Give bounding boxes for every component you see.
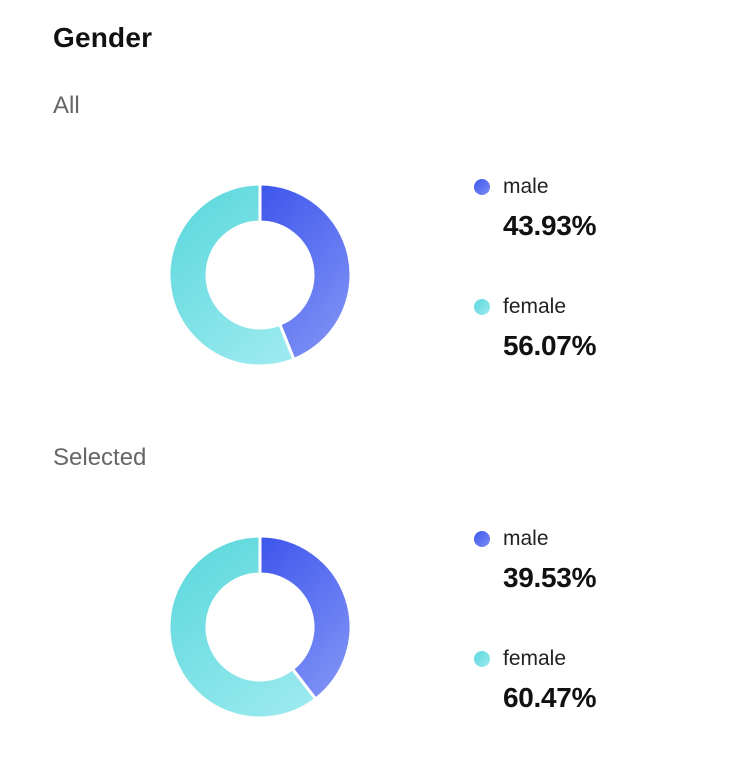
legend-item-female: female 60.47%: [474, 647, 596, 767]
legend-all: male 43.93% female 56.07%: [474, 175, 596, 415]
legend-label: female: [503, 295, 567, 318]
legend-selected: male 39.53% female 60.47%: [474, 527, 596, 767]
legend-label: male: [503, 175, 549, 198]
donut-chart-selected: [167, 534, 353, 720]
legend-value: 43.93%: [503, 210, 597, 241]
legend-label: male: [503, 527, 549, 550]
donut-slice-male: [258, 182, 353, 361]
teal-dot-icon: [474, 299, 490, 315]
legend-value: 56.07%: [503, 330, 597, 361]
donut-slice-male: [258, 534, 353, 701]
section-label-selected: Selected: [53, 444, 147, 471]
donut-slice-female: [167, 534, 318, 720]
section-label-all: All: [53, 92, 80, 119]
page-title: Gender: [53, 22, 153, 53]
blue-dot-icon: [474, 531, 490, 547]
legend-item-female: female 56.07%: [474, 295, 596, 415]
donut-slice-female: [167, 182, 296, 368]
blue-dot-icon: [474, 179, 490, 195]
legend-value: 39.53%: [503, 562, 597, 593]
legend-item-male: male 39.53%: [474, 527, 596, 647]
legend-value: 60.47%: [503, 682, 597, 713]
donut-chart-all: [167, 182, 353, 368]
teal-dot-icon: [474, 651, 490, 667]
legend-label: female: [503, 647, 567, 670]
legend-item-male: male 43.93%: [474, 175, 596, 295]
